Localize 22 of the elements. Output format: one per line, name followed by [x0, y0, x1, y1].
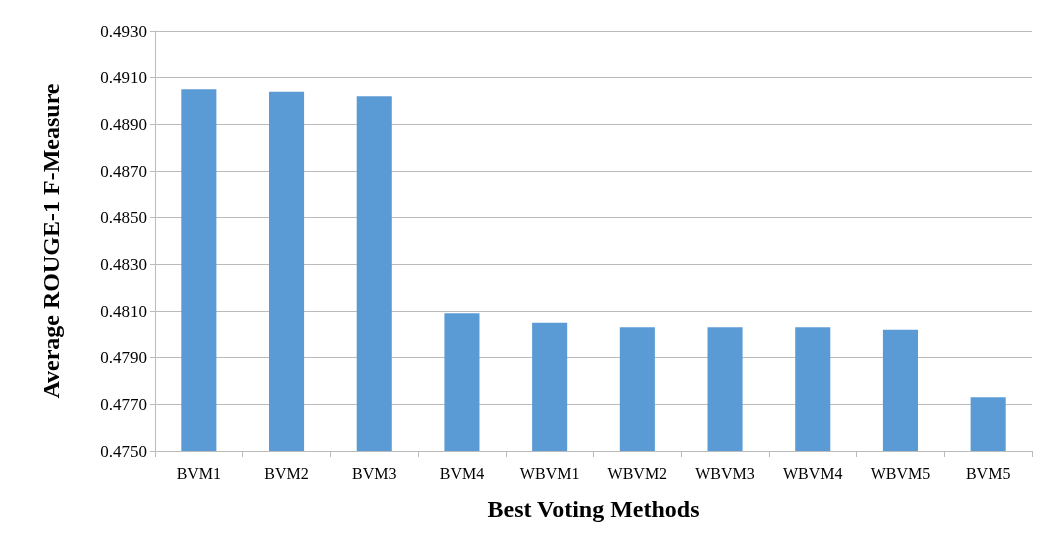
- x-tick-label: BVM4: [439, 464, 485, 482]
- y-tick-label: 0.4810: [100, 301, 147, 321]
- x-tick-label: BVM2: [264, 464, 309, 482]
- y-tick-label: 0.4770: [100, 394, 147, 414]
- x-tick-label: BVM3: [352, 464, 397, 482]
- x-tick-label: WBVM1: [519, 464, 580, 482]
- x-tick-label: WBVM5: [870, 464, 931, 482]
- x-axis-title: Best Voting Methods: [487, 496, 700, 522]
- x-tick-label: WBVM3: [695, 464, 755, 482]
- y-tick-label: 0.4750: [100, 441, 147, 461]
- y-tick-label: 0.4910: [100, 68, 147, 88]
- y-tick-label: 0.4930: [100, 21, 147, 41]
- x-tick-label: WBVM4: [782, 464, 843, 482]
- y-tick-label: 0.4790: [100, 348, 147, 368]
- y-axis-title: Average ROUGE-1 F-Measure: [38, 83, 64, 399]
- x-tick-label: WBVM2: [607, 464, 668, 482]
- y-tick-label: 0.4870: [100, 161, 147, 181]
- y-tick-label: 0.4850: [100, 208, 147, 228]
- x-tick-label: BVM5: [965, 464, 1011, 482]
- y-tick-label: 0.4830: [100, 254, 147, 274]
- y-tick-label: 0.4890: [100, 114, 147, 134]
- x-tick-label: BVM1: [176, 464, 222, 482]
